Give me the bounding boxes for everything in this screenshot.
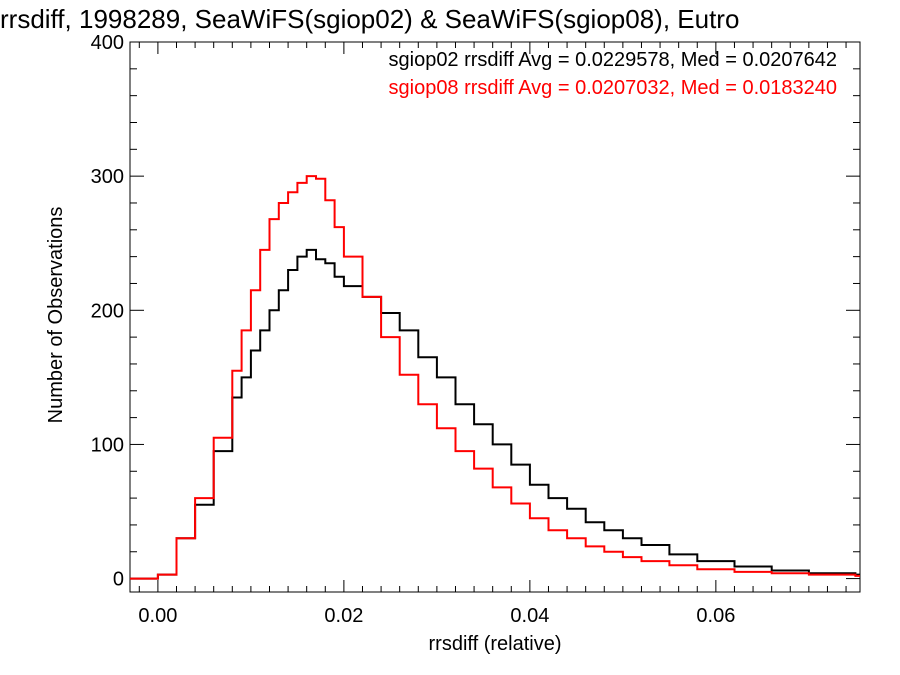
y-tick-label: 300 — [91, 166, 124, 188]
chart-title: rrsdiff, 1998289, SeaWiFS(sgiop02) & Sea… — [0, 4, 739, 34]
series-layer — [130, 175, 860, 580]
legend-entry-0: sgiop02 rrsdiff Avg = 0.0229578, Med = 0… — [389, 49, 838, 71]
y-axis-label: Number of Observations — [45, 207, 67, 424]
plot-frame — [129, 41, 861, 593]
y-tick-label: 100 — [91, 434, 124, 456]
x-tick-label: 0.00 — [138, 605, 177, 627]
x-tick-label: 0.06 — [696, 605, 735, 627]
y-tick-label: 0 — [113, 569, 124, 591]
x-axis-label: rrsdiff (relative) — [429, 633, 562, 655]
x-tick-label: 0.02 — [324, 605, 363, 627]
plot-axes: 0.00 0.02 0.04 0.06 0 100 200 300 400 — [91, 32, 861, 627]
series-1-line — [130, 175, 860, 580]
y-tick-label: 400 — [91, 32, 124, 54]
series-0-line — [130, 248, 860, 580]
legend-entry-1: sgiop08 rrsdiff Avg = 0.0207032, Med = 0… — [389, 77, 838, 99]
x-tick-label: 0.04 — [510, 605, 549, 627]
y-tick-label: 200 — [91, 300, 124, 322]
